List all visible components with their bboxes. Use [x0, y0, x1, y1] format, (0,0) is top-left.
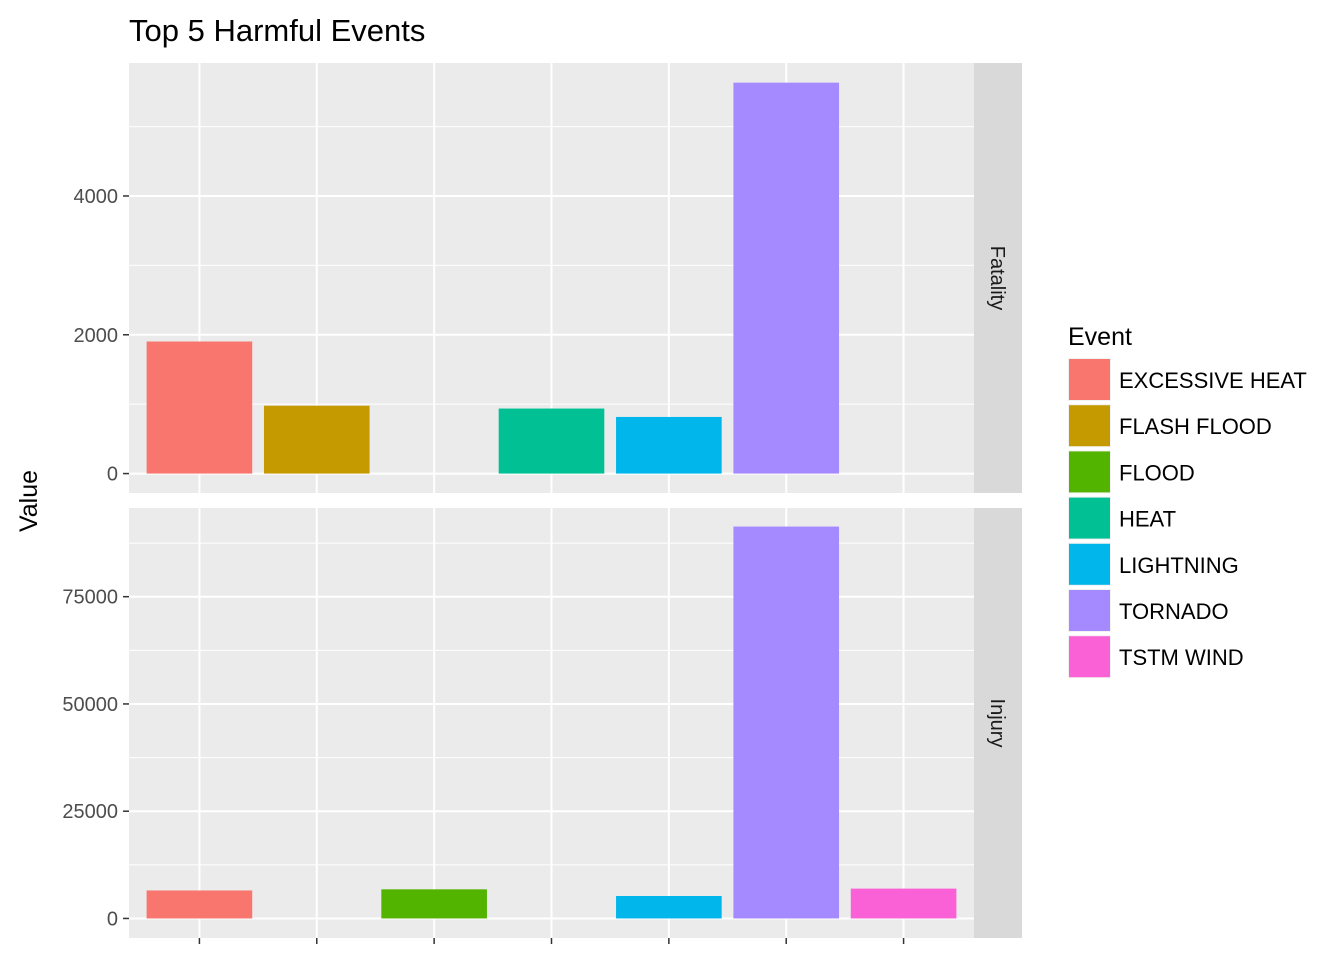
y-tick-label: 75000 [62, 587, 118, 609]
legend-item: LIGHTNING [1068, 542, 1239, 586]
y-tick-label: 50000 [62, 694, 118, 716]
facet-strip-label: Fatality [986, 246, 1008, 310]
facet-panels: 0 2000 4000 Fatality 0 25000 50000 75000 Injury [62, 63, 1022, 938]
bar-flash-flood-fatality [263, 405, 370, 474]
y-tick-label: 4000 [74, 186, 119, 208]
legend-swatch [1069, 543, 1110, 585]
legend-title: Event [1068, 323, 1132, 351]
legend-label: EXCESSIVE HEAT [1119, 368, 1307, 393]
legend-swatch [1069, 451, 1110, 493]
bar-tornado-injury [733, 526, 840, 919]
bar-lightning-injury [616, 896, 722, 919]
legend-label: LIGHTNING [1119, 553, 1239, 578]
facet-strip-label: Injury [986, 699, 1008, 748]
bar-tstm-wind-injury [850, 888, 957, 919]
legend-swatch [1069, 497, 1110, 539]
y-tick-label: 0 [107, 908, 118, 930]
x-axis-ticks [198, 938, 905, 944]
bar-tornado-fatality [733, 82, 840, 474]
legend-item: TSTM WIND [1068, 635, 1244, 679]
legend-swatch [1069, 359, 1110, 400]
legend-label: FLASH FLOOD [1119, 414, 1272, 439]
legend-label: FLOOD [1119, 460, 1195, 485]
bar-heat-fatality [498, 408, 605, 474]
y-tick-label: 2000 [74, 325, 119, 347]
legend-items: EXCESSIVE HEAT FLASH FLOOD FLOOD HEAT LIGHTN… [1068, 358, 1307, 679]
facet-strip [974, 63, 1022, 493]
y-tick-label: 0 [107, 464, 118, 486]
bar-excessive-heat-fatality [146, 341, 253, 474]
legend-item: FLASH FLOOD [1068, 404, 1272, 448]
legend-label: HEAT [1119, 507, 1176, 532]
facet-panel-fatality: 0 2000 4000 Fatality [74, 63, 1022, 493]
legend-label: TSTM WIND [1119, 645, 1244, 670]
legend-item: HEAT [1068, 496, 1176, 540]
bar-lightning-fatality [616, 416, 722, 474]
facet-panel-injury: 0 25000 50000 75000 Injury [62, 508, 1022, 938]
legend-swatch [1069, 590, 1110, 631]
legend-item: TORNADO [1068, 589, 1229, 632]
legend-label: TORNADO [1119, 599, 1229, 624]
y-tick-label: 25000 [62, 801, 118, 823]
legend-swatch [1069, 636, 1110, 678]
y-axis-label: Value [15, 470, 43, 532]
chart-title: Top 5 Harmful Events [129, 13, 425, 48]
bar-excessive-heat-injury [146, 890, 253, 919]
legend: Event EXCESSIVE HEAT FLASH FLOOD FLOOD HEAT… [1068, 323, 1307, 679]
legend-swatch [1069, 405, 1110, 447]
legend-item: FLOOD [1068, 450, 1195, 494]
bar-flood-injury [381, 889, 487, 919]
facet-strip [974, 508, 1022, 938]
legend-item: EXCESSIVE HEAT [1068, 358, 1307, 401]
